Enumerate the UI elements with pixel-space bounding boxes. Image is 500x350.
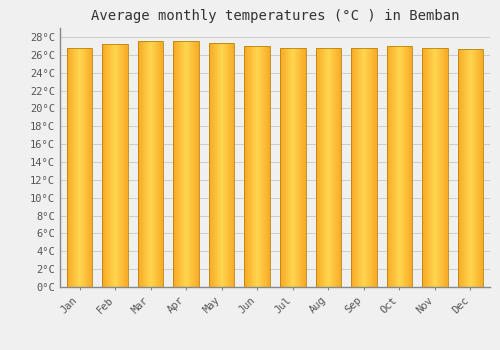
Bar — [422, 48, 448, 287]
Bar — [316, 48, 341, 287]
Bar — [209, 43, 234, 287]
Bar — [244, 46, 270, 287]
Bar — [138, 41, 164, 287]
Bar — [351, 48, 376, 287]
Bar — [67, 48, 92, 287]
Bar — [174, 41, 199, 287]
Bar — [458, 49, 483, 287]
Bar — [280, 48, 305, 287]
Bar — [386, 46, 412, 287]
Title: Average monthly temperatures (°C ) in Bemban: Average monthly temperatures (°C ) in Be… — [91, 9, 459, 23]
Bar — [102, 44, 128, 287]
